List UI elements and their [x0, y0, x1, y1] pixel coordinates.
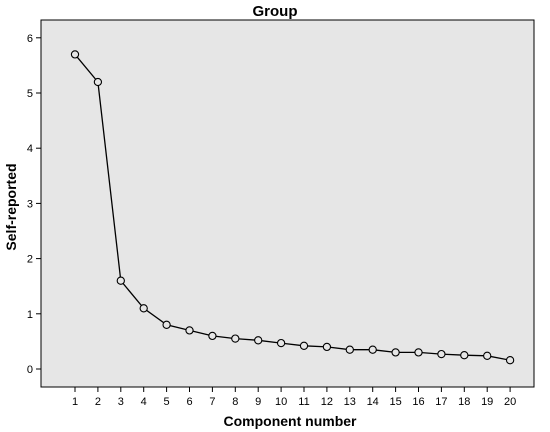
x-tick-label: 14: [367, 396, 379, 408]
x-tick-label: 7: [209, 396, 215, 408]
plot-background: [40, 19, 535, 388]
data-point: [208, 331, 217, 341]
x-tick-label: 15: [389, 396, 401, 408]
data-point: [483, 351, 492, 360]
series-points: [70, 50, 515, 365]
x-tick-label: 11: [298, 396, 309, 408]
data-point: [299, 341, 309, 350]
x-tick-label: 16: [412, 396, 424, 408]
x-tick-label: 3: [118, 396, 124, 408]
data-point: [391, 348, 400, 357]
data-point: [70, 50, 80, 59]
data-point: [185, 326, 194, 335]
data-point: [254, 336, 263, 345]
x-tick-label: 1: [72, 396, 78, 408]
x-tick-label: 6: [186, 396, 192, 408]
x-tick-label: 20: [504, 396, 516, 408]
y-tick-label: 4: [27, 143, 33, 155]
data-point: [139, 304, 148, 313]
x-tick-label: 18: [458, 396, 470, 408]
data-point: [162, 320, 171, 329]
y-tick-label: 2: [27, 254, 33, 266]
y-tick-label: 3: [27, 198, 33, 210]
x-tick-label: 17: [435, 396, 447, 408]
x-tick-label: 5: [164, 396, 170, 408]
data-point: [460, 351, 469, 360]
y-tick-label: 5: [27, 88, 33, 100]
chart-title: Group: [253, 3, 298, 20]
x-tick-label: 10: [275, 396, 287, 408]
data-point: [93, 77, 103, 87]
y-tick-label: 6: [27, 33, 33, 45]
x-tick-label: 12: [321, 396, 333, 408]
data-point: [322, 342, 332, 352]
data-point: [231, 334, 240, 343]
x-tick-label: 9: [255, 396, 261, 408]
x-tick-label: 2: [95, 396, 101, 408]
x-tick-label: 8: [232, 396, 238, 408]
y-axis-label: Self-reported: [3, 163, 19, 250]
data-point: [414, 348, 423, 357]
data-point: [368, 345, 377, 354]
x-tick-label: 4: [141, 396, 147, 408]
x-tick-label: 19: [481, 396, 493, 408]
y-tick-label: 0: [27, 364, 33, 376]
y-ticks: 0 1 2 3 4 5 6: [27, 33, 41, 376]
y-tick-label: 1: [27, 309, 33, 321]
data-point: [345, 345, 354, 354]
data-point: [116, 276, 125, 285]
data-point: [505, 356, 515, 365]
x-ticks: 1 2 3 4 5 6 7 8 9 10 11 12 13 14 15 16 17 18 19 20: [72, 387, 516, 408]
data-point: [276, 338, 286, 348]
x-axis-label: Component number: [224, 413, 358, 429]
x-tick-label: 13: [344, 396, 356, 408]
data-point: [437, 349, 446, 359]
